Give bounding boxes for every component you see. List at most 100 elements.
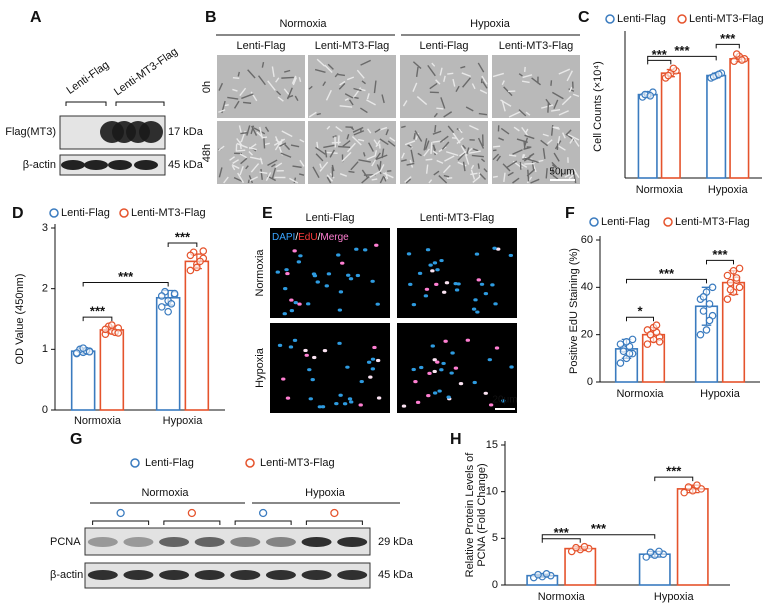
- cell: [346, 134, 350, 140]
- group-label: Normoxia: [279, 18, 327, 30]
- cell: [425, 158, 433, 161]
- cell: [546, 139, 553, 145]
- cell: [459, 150, 467, 157]
- cell: [224, 104, 229, 107]
- stain-label: /: [318, 232, 321, 243]
- y-tick-label: 3: [42, 222, 48, 234]
- y-axis-label: PCNA (Fold Change): [476, 463, 488, 566]
- cell: [286, 87, 293, 100]
- scale-bar-label: 20μm: [492, 395, 517, 406]
- nucleus: [375, 302, 380, 306]
- data-point: [684, 483, 693, 491]
- micrograph: [308, 55, 396, 118]
- cell: [457, 152, 466, 161]
- lane-bracket: [163, 520, 221, 525]
- cell: [265, 172, 272, 181]
- cell: [461, 72, 472, 78]
- cell: [338, 145, 351, 148]
- cell: [472, 176, 481, 183]
- cell: [433, 170, 440, 176]
- nucleus: [454, 288, 460, 292]
- cell: [551, 164, 557, 169]
- data-point: [101, 325, 110, 334]
- cell: [436, 107, 444, 110]
- significance-bracket: [715, 43, 740, 49]
- data-point: [193, 263, 201, 272]
- cell: [366, 99, 376, 106]
- cell: [337, 73, 346, 77]
- nucleus: [293, 301, 298, 305]
- nucleus: [441, 361, 446, 366]
- nucleus: [432, 369, 437, 374]
- size-label: 45 kDa: [168, 159, 204, 171]
- significance-label: ***: [175, 229, 191, 244]
- significance-bracket: [167, 242, 198, 248]
- nucleus: [488, 403, 494, 407]
- cell: [283, 88, 290, 95]
- cell: [281, 76, 294, 79]
- nucleus: [282, 312, 287, 316]
- cell: [464, 154, 470, 165]
- data-point: [199, 247, 208, 255]
- cell: [373, 80, 377, 94]
- cell: [250, 91, 258, 102]
- cell: [433, 112, 438, 118]
- cell: [359, 107, 368, 114]
- cell: [516, 138, 528, 143]
- nucleus: [493, 302, 498, 306]
- micrograph: [217, 55, 305, 118]
- blot-band: [134, 160, 158, 170]
- cell: [383, 176, 387, 182]
- nucleus: [372, 345, 377, 350]
- nucleus: [312, 355, 317, 360]
- nucleus: [342, 402, 348, 406]
- cell: [415, 66, 419, 77]
- cell: [362, 152, 366, 157]
- stain-legend: DAPI/EdU/Merge: [272, 232, 349, 243]
- cell: [315, 146, 326, 155]
- cell: [483, 168, 488, 173]
- cell: [237, 172, 245, 184]
- cell: [248, 176, 258, 182]
- lane-marker: [258, 508, 268, 518]
- lane-marker: [116, 508, 125, 518]
- cell: [481, 158, 486, 163]
- lane-marker: [187, 508, 197, 518]
- significance-bracket: [654, 476, 694, 482]
- cell: [481, 75, 488, 85]
- cell: [261, 136, 268, 139]
- y-axis-label: Relative Protein Levels of: [464, 452, 476, 578]
- cell: [247, 179, 250, 184]
- cell: [257, 75, 266, 86]
- data-point: [738, 56, 746, 64]
- cell: [361, 80, 366, 85]
- cell: [294, 95, 299, 102]
- cell: [374, 128, 381, 133]
- nucleus: [348, 400, 354, 404]
- nucleus: [285, 396, 291, 400]
- cell: [435, 79, 441, 85]
- blot-band: [301, 537, 332, 547]
- cell: [379, 164, 385, 172]
- significance-label: ***: [659, 266, 675, 281]
- cell: [331, 164, 335, 172]
- cell: [263, 137, 266, 149]
- nucleus: [366, 360, 372, 364]
- cell: [556, 144, 566, 151]
- cell: [472, 148, 479, 152]
- cell: [248, 175, 254, 184]
- y-tick-label: 15: [486, 439, 498, 451]
- cell: [261, 61, 265, 68]
- legend-marker: [605, 14, 615, 24]
- cell: [293, 177, 297, 184]
- cell: [401, 152, 405, 159]
- nucleus: [288, 345, 294, 349]
- cell: [412, 82, 418, 92]
- cell: [572, 93, 580, 98]
- cell: [521, 80, 530, 84]
- nucleus: [483, 292, 489, 296]
- cell: [324, 64, 333, 74]
- significance-label: ***: [674, 43, 690, 58]
- cell: [353, 87, 362, 98]
- blot-band: [159, 537, 190, 547]
